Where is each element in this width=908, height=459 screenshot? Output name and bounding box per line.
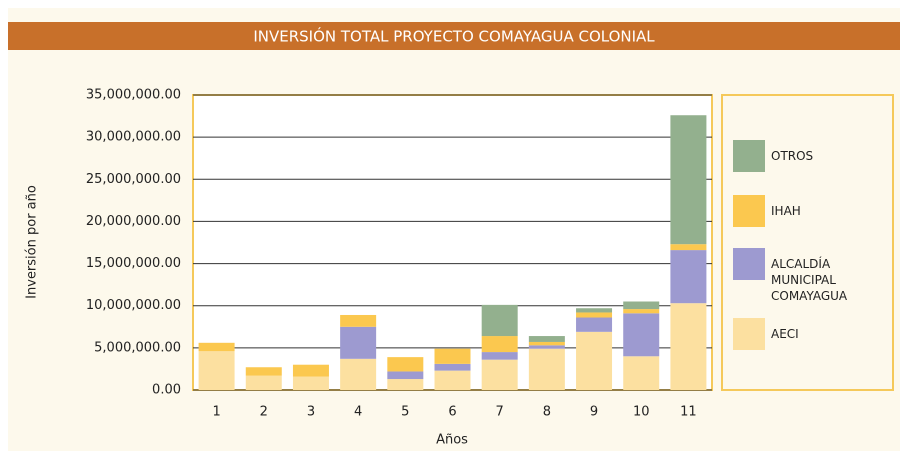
legend-label-box: IHAH xyxy=(771,204,801,218)
bar-segment xyxy=(623,309,660,314)
x-tick-label: 8 xyxy=(543,405,551,420)
x-tick-label: 5 xyxy=(401,405,409,420)
x-tick-label: 9 xyxy=(590,405,598,420)
bar-segment xyxy=(292,376,329,390)
bar-segment xyxy=(481,304,518,337)
bar-segment xyxy=(528,341,565,346)
legend-swatch xyxy=(733,318,765,350)
x-axis-title: Años xyxy=(436,433,468,448)
bar-segment xyxy=(623,301,660,310)
bar-segment xyxy=(528,336,565,342)
y-tick-label: 20,000,000.00 xyxy=(86,214,181,229)
y-tick-label: 10,000,000.00 xyxy=(86,298,181,313)
bar-segment xyxy=(481,359,518,390)
x-tick-label: 10 xyxy=(633,405,650,420)
legend-label-box: OTROS xyxy=(771,149,814,163)
legend-label: AECI xyxy=(771,327,799,341)
x-tick-label: 2 xyxy=(260,405,268,420)
bar-segment xyxy=(245,367,282,376)
bar-segment xyxy=(340,314,377,327)
x-tick-label: 1 xyxy=(212,405,220,420)
y-tick-label: 0.00 xyxy=(152,383,181,398)
y-axis-title: Inversión por año xyxy=(25,185,40,299)
bar-segment xyxy=(198,342,235,352)
x-tick-label: 3 xyxy=(307,405,315,420)
bar-segment xyxy=(670,303,707,390)
y-tick-label: 15,000,000.00 xyxy=(86,256,181,271)
bar-segment xyxy=(670,115,707,245)
title-bar xyxy=(8,22,900,50)
bar-segment xyxy=(387,379,424,390)
y-tick-label: 35,000,000.00 xyxy=(86,88,181,103)
x-tick-label: 7 xyxy=(496,405,504,420)
bar-segment xyxy=(292,364,329,377)
bar-segment xyxy=(481,336,518,353)
legend-label: IHAH xyxy=(771,204,801,218)
bar-segment xyxy=(623,356,660,390)
bar-segment xyxy=(576,317,613,332)
bar-segment xyxy=(434,348,471,364)
legend-swatch xyxy=(733,140,765,172)
legend-label-box: ALCALDÍA MUNICIPAL COMAYAGUA xyxy=(771,257,848,303)
bar-segment xyxy=(198,351,235,390)
x-tick-label: 4 xyxy=(354,405,362,420)
bar-segment xyxy=(340,326,377,359)
bar-segment xyxy=(481,352,518,360)
bar-segment xyxy=(340,358,377,390)
x-tick-label: 6 xyxy=(448,405,456,420)
bar-segment xyxy=(670,244,707,251)
chart-title: INVERSIÓN TOTAL PROYECTO COMAYAGUA COLON… xyxy=(253,27,655,46)
bar-segment xyxy=(576,312,613,318)
bar-segment xyxy=(528,345,565,349)
bar-segment xyxy=(245,375,282,390)
legend-swatch xyxy=(733,248,765,280)
bar-segment xyxy=(670,250,707,304)
bar-segment xyxy=(434,363,471,371)
legend-label-box: AECI xyxy=(771,327,799,341)
y-tick-label: 5,000,000.00 xyxy=(94,340,181,355)
legend-swatch xyxy=(733,195,765,227)
legend-label: ALCALDÍA MUNICIPAL COMAYAGUA xyxy=(771,257,848,303)
bar-segment xyxy=(528,348,565,390)
bar-segment xyxy=(576,331,613,390)
x-tick-label: 11 xyxy=(680,405,697,420)
bar-segment xyxy=(623,313,660,357)
y-tick-label: 25,000,000.00 xyxy=(86,172,181,187)
y-tick-label: 30,000,000.00 xyxy=(86,130,181,145)
bar-segment xyxy=(387,371,424,380)
bar-segment xyxy=(576,308,613,313)
bar-segment xyxy=(387,357,424,372)
bar-segment xyxy=(434,370,471,390)
legend-label: OTROS xyxy=(771,149,814,163)
